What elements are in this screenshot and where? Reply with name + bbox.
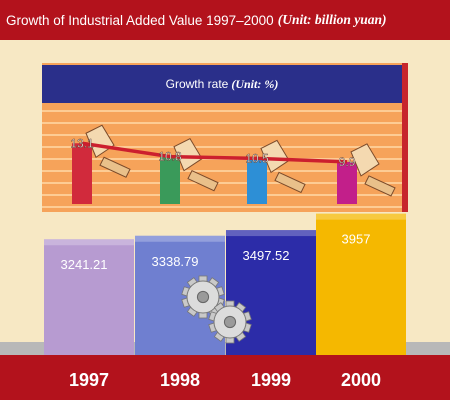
pointing-hand-icon [260, 139, 306, 194]
added-value-label-1997: 3241.21 [61, 257, 108, 272]
growth-rate-title: Growth rate [165, 77, 229, 91]
growth-rate-label-1998: 10.8 [158, 150, 182, 164]
growth-rate-marker-1998 [160, 156, 180, 204]
year-label-1997: 1997 [68, 370, 110, 390]
growth-rate-title-bar: Growth rate (Unit: %) [42, 65, 402, 103]
gear-icon [181, 275, 225, 319]
added-value-label-2000: 3957 [342, 232, 371, 247]
year-label-2000: 2000 [340, 370, 382, 390]
added-value-label-1999: 3497.52 [243, 248, 290, 263]
growth-rate-panel: 13.1 10.8 10.5 9.9 Growth rate (Unit: %) [42, 63, 408, 212]
bar-top-highlight [44, 239, 134, 246]
added-value-chart-area: 3241.21 3338.79 3497.52 3957 [0, 205, 450, 355]
year-axis: 1997 1998 1999 2000 [0, 355, 450, 400]
bar-top-highlight [135, 235, 225, 242]
added-value-chart: 3241.21 3338.79 3497.52 3957 [0, 213, 450, 355]
pointing-hand-icon [85, 124, 131, 178]
added-value-label-1998: 3338.79 [152, 254, 199, 269]
gear-icon [208, 300, 252, 344]
chart-header: Growth of Industrial Added Value 1997–20… [0, 0, 450, 40]
pointing-hand-icon [173, 138, 219, 192]
chart-unit: (Unit: billion yuan) [277, 12, 387, 27]
bar-top-highlight [316, 213, 406, 220]
growth-rate-marker-2000 [337, 161, 357, 204]
added-value-bar-1997 [44, 239, 134, 355]
year-label-1998: 1998 [159, 370, 201, 390]
growth-rate-label-1997: 13.1 [70, 136, 94, 150]
growth-rate-line [81, 141, 348, 164]
growth-rate-label-1999: 10.5 [245, 151, 269, 165]
growth-rate-unit: (Unit: %) [231, 76, 279, 91]
growth-rate-marker-1997 [72, 143, 92, 204]
growth-rate-marker-1999 [247, 158, 267, 204]
chart-title: Growth of Industrial Added Value 1997–20… [6, 12, 274, 28]
added-value-bar-2000 [316, 213, 406, 355]
year-label-1999: 1999 [250, 370, 292, 390]
pointing-hand-icon [350, 143, 396, 197]
growth-rate-chart: 13.1 10.8 10.5 9.9 [42, 110, 402, 208]
growth-rate-label-2000: 9.9 [339, 155, 356, 169]
bar-top-highlight [226, 230, 316, 237]
